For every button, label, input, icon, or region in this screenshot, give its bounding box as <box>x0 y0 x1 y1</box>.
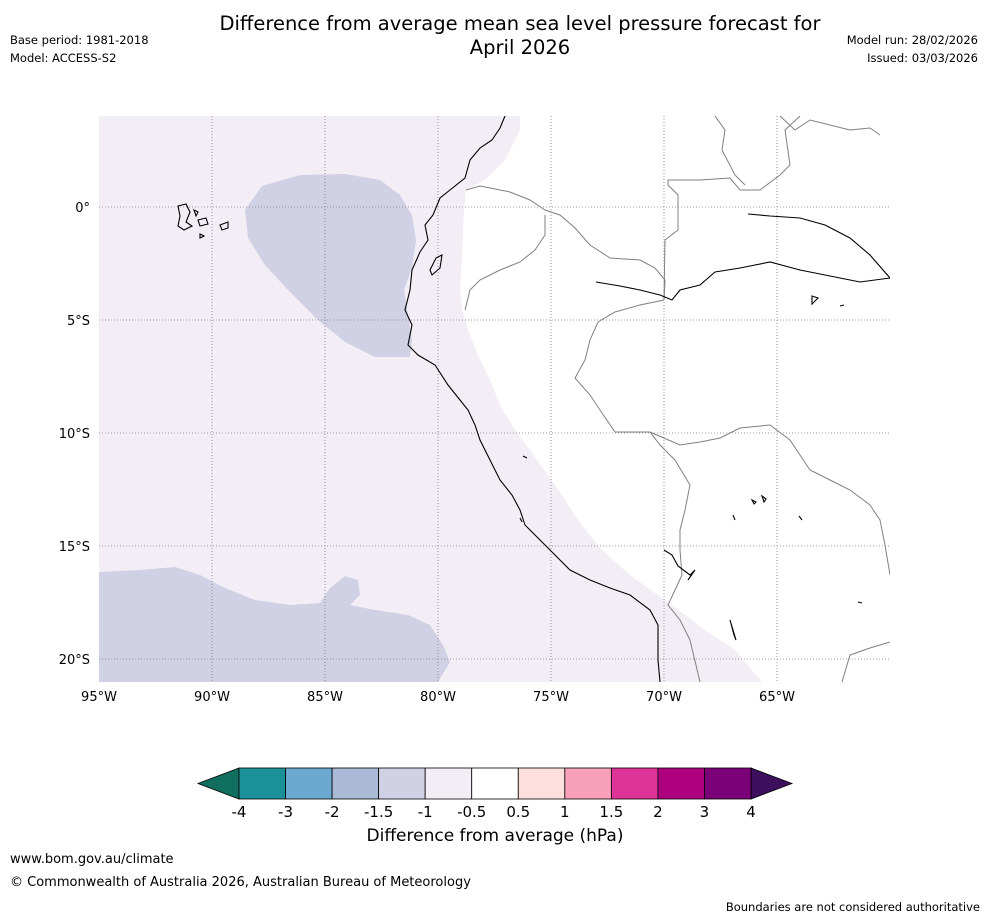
lat-label-10s: 10°S <box>59 427 90 442</box>
colorbar-segment <box>471 767 519 800</box>
lat-label-5s: 5°S <box>67 314 90 329</box>
map-title: Difference from average mean sea level p… <box>160 12 880 60</box>
lon-label-65w: 65°W <box>759 690 795 705</box>
meta-right: Model run: 28/02/2026 Issued: 03/03/2026 <box>847 31 978 67</box>
colorbar-tick-label: 1 <box>560 803 570 821</box>
colorbar-over-arrow <box>750 767 794 800</box>
lat-label-0: 0° <box>75 201 90 216</box>
near-zero-region <box>460 116 890 682</box>
lat-axis-labels: 0° 5°S 10°S 15°S 20°S <box>59 201 90 668</box>
colorbar-under-arrow <box>196 767 240 800</box>
colorbar-tick-label: -1.5 <box>364 803 393 821</box>
issued-date: Issued: 03/03/2026 <box>867 51 978 65</box>
colorbar-tick-label: -3 <box>278 803 293 821</box>
colorbar-segment <box>238 767 286 800</box>
colorbar-tick-label: 1.5 <box>599 803 623 821</box>
colorbar-tick-label: 3 <box>700 803 710 821</box>
colorbar-tick-label: 2 <box>653 803 663 821</box>
lon-label-75w: 75°W <box>533 690 569 705</box>
colorbar-title: Difference from average (hPa) <box>366 826 624 846</box>
colorbar-segment <box>704 767 752 800</box>
colorbar-segment <box>657 767 705 800</box>
colorbar-tick-label: -1 <box>418 803 433 821</box>
colorbar-tick-label: -4 <box>232 803 247 821</box>
bom-url[interactable]: www.bom.gov.au/climate <box>10 852 174 867</box>
colorbar: -4 -3 -2 -1.5 -1 -0.5 0.5 1 1.5 2 3 4 <box>196 767 794 821</box>
colorbar-tick-label: 4 <box>746 803 756 821</box>
colorbar-segment <box>424 767 473 800</box>
lon-label-90w: 90°W <box>194 690 230 705</box>
colorbar-tick-label: -2 <box>325 803 340 821</box>
title-line-1: Difference from average mean sea level p… <box>219 12 821 35</box>
coastline <box>177 116 890 682</box>
country-borders <box>464 116 890 682</box>
lat-label-15s: 15°S <box>59 540 90 555</box>
gridlines <box>99 116 890 682</box>
title-line-2: April 2026 <box>469 36 571 59</box>
lon-label-95w: 95°W <box>81 690 117 705</box>
colorbar-segment <box>331 767 380 800</box>
colorbar-segment <box>564 767 612 800</box>
lon-label-85w: 85°W <box>307 690 343 705</box>
disclaimer-text: Boundaries are not considered authoritat… <box>725 900 980 914</box>
meta-left: Base period: 1981-2018 Model: ACCESS-S2 <box>10 31 149 67</box>
model-run: Model run: 28/02/2026 <box>846 33 978 47</box>
colorbar-segment <box>610 767 659 800</box>
lon-label-70w: 70°W <box>646 690 682 705</box>
lon-label-80w: 80°W <box>420 690 456 705</box>
lon-axis-labels: 95°W 90°W 85°W 80°W 75°W 70°W 65°W <box>81 690 795 705</box>
negative-anomaly-region-north <box>245 174 416 357</box>
colorbar-tick-label: 0.5 <box>506 803 530 821</box>
negative-anomaly-region-south <box>99 567 450 682</box>
base-period: Base period: 1981-2018 <box>10 33 149 47</box>
colorbar-segment <box>378 767 426 800</box>
colorbar-segment <box>517 767 566 800</box>
colorbar-segment <box>285 767 333 800</box>
lat-label-20s: 20°S <box>59 653 90 668</box>
colorbar-tick-label: -0.5 <box>457 803 486 821</box>
copyright-text: © Commonwealth of Australia 2026, Austra… <box>10 875 471 890</box>
map-area <box>99 116 890 682</box>
model-name: Model: ACCESS-S2 <box>10 51 117 65</box>
